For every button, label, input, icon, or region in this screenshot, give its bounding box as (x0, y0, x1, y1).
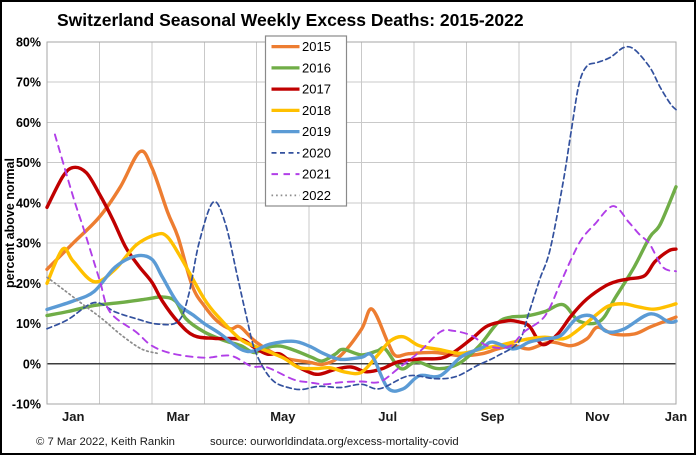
legend-item-2016: 2016 (271, 60, 331, 75)
x-tick-label: Jul (378, 409, 397, 424)
series-line-2022 (46, 276, 158, 355)
series-line-2015 (45, 149, 678, 367)
legend-item-2021: 2021 (271, 167, 331, 182)
y-tick-label: 30% (16, 237, 41, 251)
series-line-2021 (53, 133, 677, 386)
legend-label-2021: 2021 (302, 167, 331, 182)
legend-label-2018: 2018 (302, 103, 331, 118)
x-tick-label: Jan (665, 409, 687, 424)
y-axis-label: percent above normal (3, 158, 17, 288)
x-tick-label: Sep (481, 409, 505, 424)
y-tick-label: 10% (16, 317, 41, 331)
x-tick-label: Nov (585, 409, 610, 424)
series-line-2019 (45, 253, 678, 393)
legend: 2015 2016 2017 2018 2019 2020 2021 2022 (264, 35, 348, 207)
series-layer (45, 45, 678, 393)
legend-label-2022: 2022 (302, 188, 331, 203)
y-tick-label: 50% (16, 156, 41, 170)
series-line-2020 (46, 45, 677, 391)
legend-item-2018: 2018 (271, 103, 331, 118)
y-tick-label: 40% (16, 196, 41, 210)
series-line-2018 (45, 231, 678, 376)
series-line-2017 (45, 165, 678, 377)
legend-box (264, 35, 348, 207)
axis-tick-layer: -10% 0% 10% 20% 30% 40% 50% 60% 70% 80% Jan Mar May J… (12, 36, 687, 425)
x-tick-label: Mar (166, 409, 189, 424)
legend-item-2015: 2015 (271, 39, 331, 54)
y-tick-label: 60% (16, 116, 41, 130)
legend-item-2019: 2019 (271, 124, 331, 139)
legend-label-2016: 2016 (302, 60, 331, 75)
legend-label-2015: 2015 (302, 39, 331, 54)
legend-label-2020: 2020 (302, 145, 331, 160)
legend-item-2020: 2020 (271, 145, 331, 160)
y-tick-label: 70% (16, 76, 41, 90)
legend-label-2017: 2017 (302, 82, 331, 97)
legend-item-2022: 2022 (271, 188, 331, 203)
legend-label-2019: 2019 (302, 124, 331, 139)
grid-layer (46, 41, 677, 405)
y-tick-label: 80% (16, 36, 41, 50)
legend-item-2017: 2017 (271, 82, 331, 97)
chart-title: Switzerland Seasonal Weekly Excess Death… (57, 10, 524, 30)
x-tick-label: Jan (62, 409, 84, 424)
footer-source: source: ourworldindata.org/excess-mortal… (210, 436, 459, 448)
y-tick-label: -10% (12, 398, 41, 412)
x-tick-label: May (270, 409, 296, 424)
y-tick-label: 20% (16, 277, 41, 291)
plot-border (46, 41, 677, 405)
y-tick-label: 0% (23, 357, 41, 371)
footer-copyright: © 7 Mar 2022, Keith Rankin (36, 436, 175, 448)
